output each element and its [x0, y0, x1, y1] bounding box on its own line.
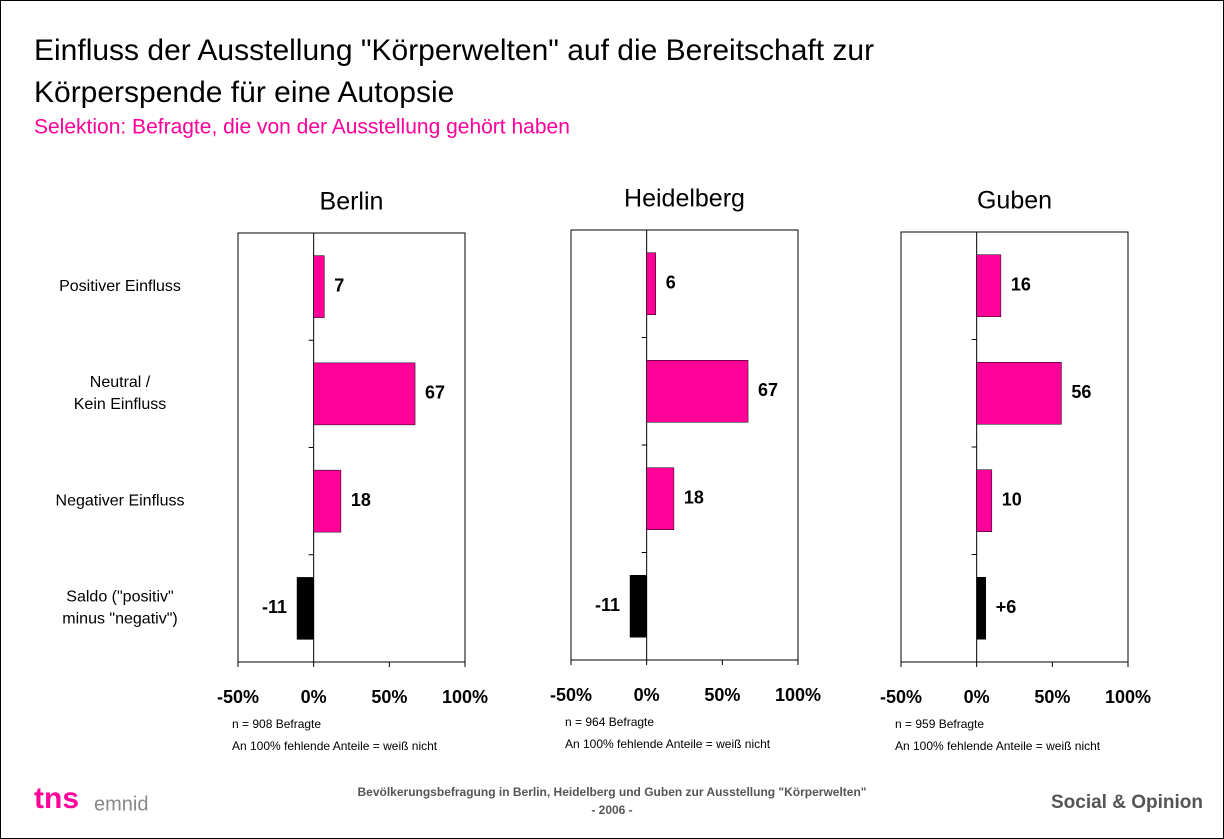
- data-label: +6: [996, 597, 1017, 617]
- title-line: Einfluss der Ausstellung "Körperwelten" …: [34, 34, 874, 67]
- category-label: Neutral /: [90, 374, 151, 391]
- bar: [313, 469, 342, 533]
- note: An 100% fehlende Anteile = weiß nicht: [895, 739, 1101, 753]
- x-tick-label: 50%: [704, 685, 740, 705]
- data-label: 7: [334, 275, 344, 295]
- bar: [646, 360, 749, 423]
- note: An 100% fehlende Anteile = weiß nicht: [565, 737, 771, 751]
- bar: [646, 467, 675, 530]
- chart-title: Heidelberg: [624, 185, 745, 213]
- logo-emnid: emnid: [94, 793, 148, 815]
- x-tick-label: 100%: [775, 685, 821, 705]
- x-tick-label: 0%: [634, 685, 660, 705]
- data-label: 67: [425, 383, 445, 403]
- footer-source: - 2006 -: [591, 803, 632, 817]
- data-label: 56: [1071, 382, 1091, 402]
- data-label: 6: [666, 273, 676, 293]
- x-tick-label: 0%: [301, 687, 327, 707]
- bar: [313, 255, 325, 318]
- x-tick-label: -50%: [217, 687, 259, 707]
- footer-source: Bevölkerungsbefragung in Berlin, Heidelb…: [358, 785, 867, 799]
- category-label: minus "negativ"): [62, 611, 177, 628]
- data-label: 10: [1002, 490, 1022, 510]
- x-tick-label: -50%: [880, 687, 922, 707]
- note: n = 959 Befragte: [895, 717, 984, 731]
- data-label: -11: [262, 597, 287, 617]
- category-label: Positiver Einfluss: [59, 278, 181, 295]
- plot-frame: [570, 229, 799, 661]
- x-tick-label: 100%: [442, 687, 488, 707]
- data-label: 67: [758, 380, 778, 400]
- x-tick-label: 50%: [1034, 687, 1070, 707]
- bar: [629, 575, 647, 638]
- chart-title: Guben: [977, 187, 1052, 215]
- note: An 100% fehlende Anteile = weiß nicht: [232, 739, 438, 753]
- chart-title: Berlin: [320, 188, 384, 216]
- bar: [976, 577, 986, 640]
- bar: [646, 252, 656, 315]
- note: n = 908 Befragte: [232, 717, 321, 731]
- bar: [313, 362, 416, 426]
- subtitle: Selektion: Befragte, die von der Ausstel…: [34, 116, 570, 139]
- data-label: 18: [351, 490, 371, 510]
- bar: [296, 577, 314, 640]
- category-label: Negativer Einfluss: [56, 492, 185, 509]
- x-tick-label: 100%: [1105, 687, 1151, 707]
- data-label: 18: [684, 488, 704, 508]
- note: n = 964 Befragte: [565, 715, 654, 729]
- category-label: Saldo ("positiv": [66, 589, 173, 606]
- bar: [976, 362, 1062, 425]
- bar: [976, 254, 1002, 317]
- logo-tns: tns: [34, 782, 79, 815]
- footer-division: Social & Opinion: [1051, 792, 1203, 813]
- bar: [976, 469, 993, 532]
- x-tick-label: 50%: [371, 687, 407, 707]
- plot-frame: [900, 231, 1129, 663]
- x-tick-label: -50%: [550, 685, 592, 705]
- x-tick-label: 0%: [964, 687, 990, 707]
- category-label: Kein Einfluss: [74, 396, 167, 413]
- data-label: -11: [595, 595, 620, 615]
- plot-frame: [237, 232, 466, 663]
- data-label: 16: [1011, 275, 1031, 295]
- title-line: Körperspende für eine Autopsie: [34, 76, 454, 109]
